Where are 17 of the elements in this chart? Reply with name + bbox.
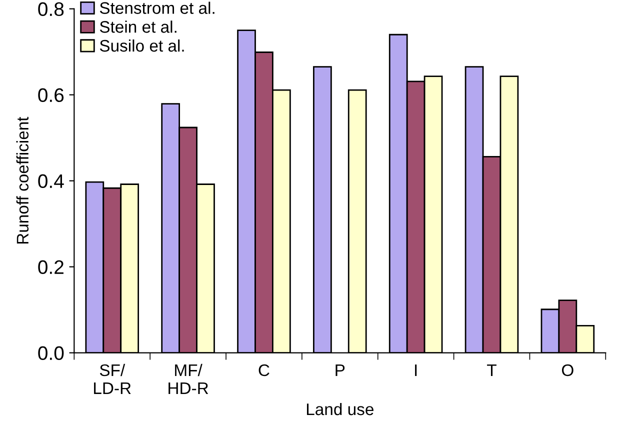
legend-label: Stenstrom et al.: [100, 2, 214, 14]
legend-label: Susilo et al.: [100, 39, 184, 52]
x-tick-label: I: [415, 364, 417, 376]
x-axis-title: Land use: [306, 402, 374, 416]
x-tick-label: O: [562, 364, 574, 376]
y-axis-title: Runoff coefficient: [16, 116, 29, 244]
x-tick-label: SF/ LD-R: [94, 364, 131, 394]
legend-label: Stein et al.: [100, 20, 176, 33]
x-tick-label: C: [258, 364, 270, 376]
y-tick-label: 0.8: [38, 2, 64, 16]
y-tick-label: 0.2: [38, 260, 64, 274]
x-tick-label: MF/ HD-R: [168, 364, 208, 394]
y-tick-label: 0.4: [38, 174, 64, 188]
y-tick-label: 0.0: [38, 346, 64, 360]
x-tick-label: P: [336, 364, 345, 376]
y-tick-label: 0.6: [38, 88, 64, 102]
x-tick-label: T: [487, 364, 496, 376]
